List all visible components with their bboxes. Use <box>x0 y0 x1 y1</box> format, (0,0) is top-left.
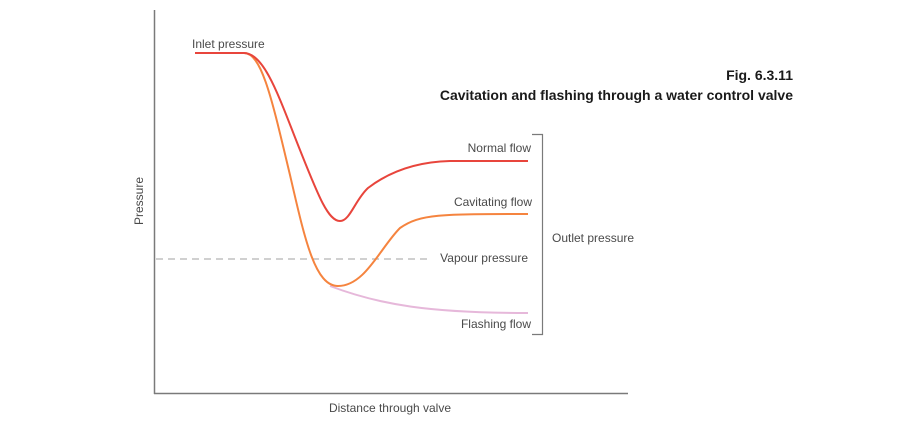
x-axis-label: Distance through valve <box>329 401 451 415</box>
normal-flow-curve <box>195 52 528 223</box>
normal-flow-label: Normal flow <box>468 141 532 155</box>
outlet-pressure-label: Outlet pressure <box>552 231 634 245</box>
flashing-flow-label: Flashing flow <box>461 317 531 331</box>
inlet-pressure-label: Inlet pressure <box>192 37 265 51</box>
flashing-flow-curve <box>329 285 529 314</box>
cavitating-flow-label: Cavitating flow <box>454 195 532 209</box>
cavitating-flow-curve <box>195 52 529 288</box>
vapour-pressure-label: Vapour pressure <box>440 251 528 265</box>
outlet-pressure-bracket <box>532 133 544 336</box>
figure-title: Cavitation and flashing through a water … <box>440 87 793 103</box>
y-axis-label: Pressure <box>132 177 146 225</box>
figure-number: Fig. 6.3.11 <box>726 67 793 83</box>
